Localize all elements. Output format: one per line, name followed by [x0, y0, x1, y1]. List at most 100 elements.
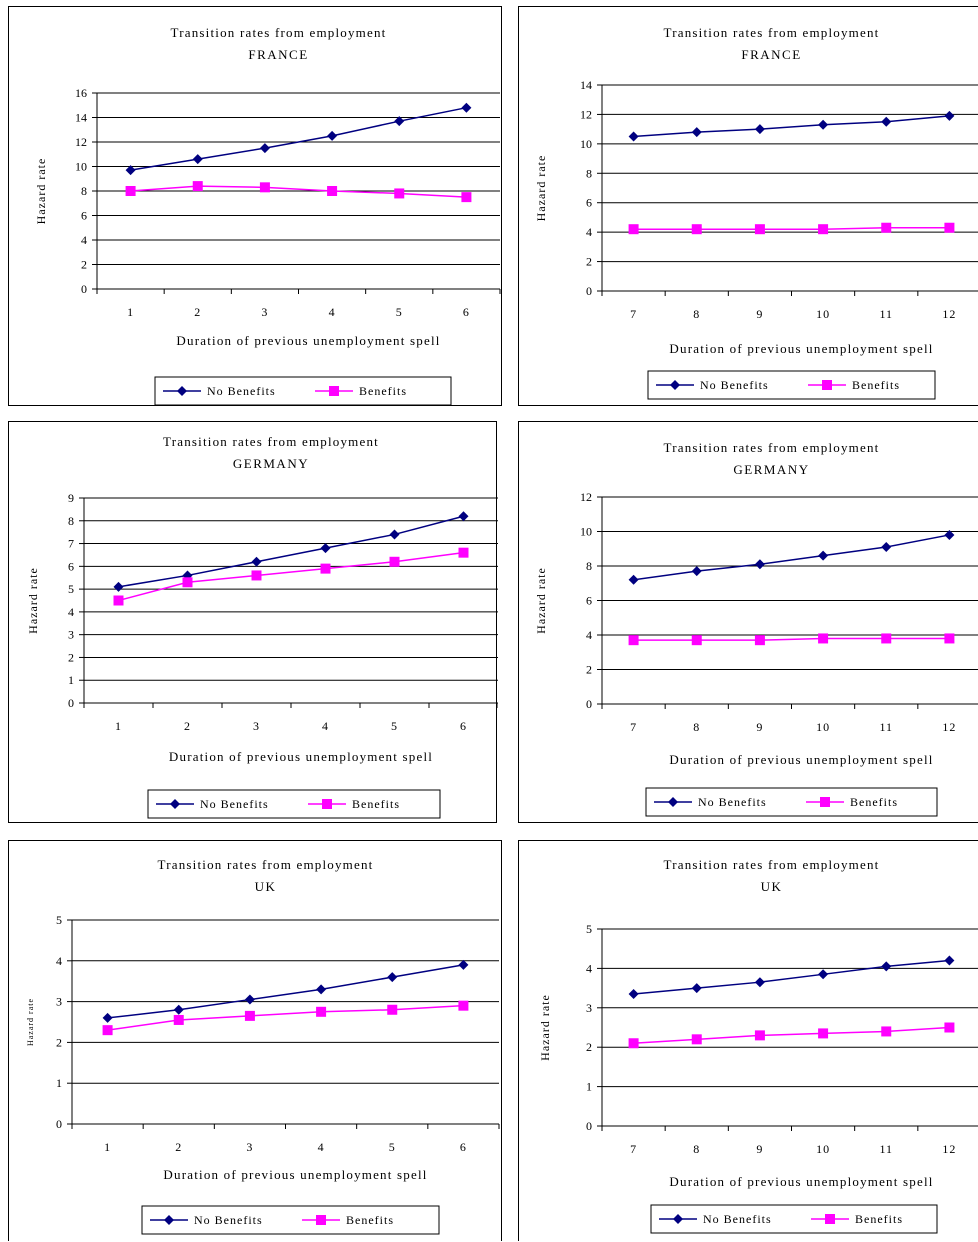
- x-tick-label: 12: [942, 307, 956, 321]
- legend-label-no-benefits: No Benefits: [698, 795, 767, 809]
- data-point: [881, 1026, 892, 1037]
- data-point: [259, 182, 270, 193]
- data-point: [818, 550, 829, 561]
- y-tick-label: 16: [75, 86, 87, 100]
- chart-france-1-6: Transition rates from employment FRANCE 0 2…: [8, 6, 502, 406]
- y-tick-label: 2: [56, 1035, 62, 1049]
- data-point: [944, 222, 955, 233]
- x-tick-label: 2: [194, 305, 201, 319]
- legend-label-no-benefits: No Benefits: [207, 384, 276, 398]
- data-point: [944, 955, 955, 966]
- series-line: [130, 106, 467, 171]
- data-point: [881, 633, 892, 644]
- chart-svg: Transition rates from employmentUK012345…: [538, 857, 978, 1234]
- data-point: [316, 1006, 327, 1017]
- x-axis-label: Duration of previous unemployment spell: [669, 1174, 933, 1189]
- y-tick-label: 3: [68, 628, 74, 642]
- y-axis-label: Hazard rate: [26, 567, 40, 634]
- x-tick-label: 1: [115, 719, 122, 733]
- chart-uk-1-6: Transition rates from employment UK 0 1 2 3 4 5…: [8, 840, 502, 1241]
- data-point: [458, 959, 469, 970]
- series-no-benefits: [628, 955, 955, 1000]
- series-line: [633, 637, 950, 641]
- y-tick-label: 6: [586, 196, 592, 210]
- data-point: [691, 983, 702, 994]
- data-point: [192, 154, 203, 165]
- data-point: [461, 102, 472, 113]
- data-point: [628, 635, 639, 646]
- legend-label-benefits: Benefits: [850, 795, 898, 809]
- legend-marker-no-benefits: [164, 1215, 174, 1225]
- data-point: [389, 556, 400, 567]
- data-point: [818, 224, 829, 235]
- series-no-benefits: [628, 529, 955, 585]
- legend-marker-benefits: [825, 1214, 835, 1224]
- data-point: [754, 124, 765, 135]
- data-point: [881, 961, 892, 972]
- data-point: [102, 1012, 113, 1023]
- data-point: [818, 969, 829, 980]
- series-line: [118, 551, 464, 602]
- data-point: [259, 143, 270, 154]
- x-axis-label: Duration of previous unemployment spell: [163, 1167, 427, 1182]
- x-tick-label: 9: [756, 307, 763, 321]
- y-tick-label: 6: [68, 559, 74, 573]
- y-tick-label: 4: [81, 233, 87, 247]
- x-axis-label: Duration of previous unemployment spell: [176, 333, 440, 348]
- y-tick-label: 6: [586, 594, 592, 608]
- data-point: [754, 635, 765, 646]
- x-tick-label: 8: [693, 720, 700, 734]
- data-point: [394, 188, 405, 199]
- data-point: [754, 224, 765, 235]
- data-point: [327, 186, 338, 196]
- data-point: [691, 566, 702, 577]
- data-point: [182, 577, 193, 588]
- y-tick-label: 12: [75, 135, 87, 149]
- y-tick-label: 5: [586, 922, 592, 936]
- legend-label-no-benefits: No Benefits: [700, 378, 769, 392]
- x-tick-label: 12: [942, 720, 956, 734]
- chart-svg: Transition rates from employment GERMANY 0…: [534, 440, 978, 817]
- chart-subtitle: GERMANY: [733, 462, 809, 477]
- data-point: [102, 1025, 113, 1036]
- legend-label-no-benefits: No Benefits: [194, 1213, 263, 1227]
- legend-box: [647, 370, 936, 400]
- y-tick-label: 8: [68, 514, 74, 528]
- chart-svg: Transition rates from employmentUK012345…: [26, 857, 500, 1235]
- legend-box: [154, 376, 452, 406]
- data-point: [251, 556, 262, 567]
- data-point: [754, 1030, 765, 1041]
- legend: No Benefits Benefits: [645, 787, 938, 817]
- x-tick-label: 1: [104, 1140, 111, 1154]
- data-point: [182, 570, 193, 581]
- y-tick-label: 8: [586, 559, 592, 573]
- y-axis-label: Hazard rate: [534, 567, 548, 634]
- x-tick-label: 8: [693, 1142, 700, 1156]
- x-tick-label: 5: [396, 305, 403, 319]
- y-tick-label: 4: [586, 225, 592, 239]
- data-point: [628, 1038, 639, 1049]
- data-point: [327, 130, 338, 141]
- data-point: [173, 1004, 184, 1015]
- x-tick-label: 2: [175, 1140, 182, 1154]
- data-point: [125, 186, 136, 196]
- chart-subtitle: FRANCE: [741, 47, 801, 62]
- y-tick-label: 0: [56, 1117, 62, 1131]
- legend: No Benefits Benefits: [650, 1204, 938, 1234]
- y-tick-label: 8: [586, 166, 592, 180]
- data-point: [944, 529, 955, 540]
- legend-label-benefits: Benefits: [359, 384, 407, 398]
- y-tick-label: 0: [586, 1119, 592, 1133]
- y-tick-label: 9: [68, 491, 74, 505]
- x-tick-label: 4: [329, 305, 336, 319]
- x-tick-label: 11: [879, 307, 893, 321]
- series-no-benefits: [125, 102, 472, 176]
- x-tick-label: 5: [391, 719, 398, 733]
- x-axis-label: Duration of previous unemployment spell: [669, 341, 933, 356]
- legend-marker-benefits: [316, 1215, 326, 1225]
- y-axis-label: Hazard rate: [538, 994, 552, 1061]
- x-tick-label: 4: [318, 1140, 325, 1154]
- series-line: [633, 226, 950, 230]
- legend-box: [147, 789, 441, 819]
- legend-marker-benefits: [329, 386, 339, 396]
